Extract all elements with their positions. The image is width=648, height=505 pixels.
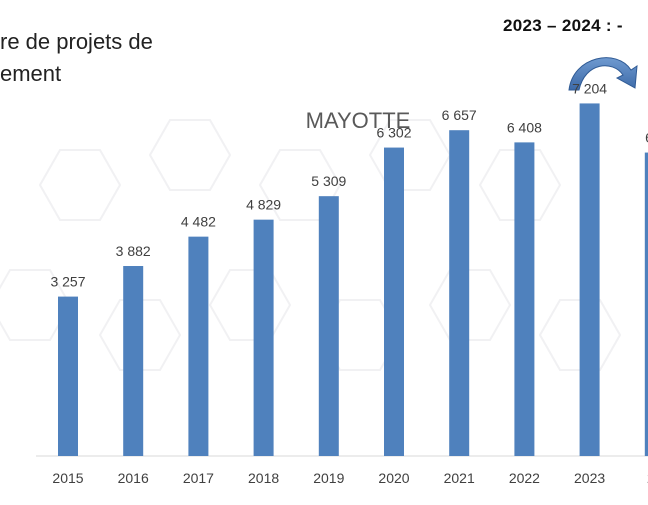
- value-label-20: 6 2: [645, 130, 648, 146]
- value-label-2023: 7 204: [572, 80, 607, 96]
- value-label-2019: 5 309: [311, 173, 346, 189]
- bar-2020: [384, 147, 404, 457]
- value-label-2017: 4 482: [181, 214, 216, 230]
- curved-arrow-icon: [568, 57, 638, 91]
- x-tick-label-2016: 2016: [118, 470, 149, 486]
- slide-title-line-2: ement: [0, 61, 62, 86]
- value-labels-group: 3 257 3 882 4 482 4 829 5 309 6 302 6 657 6 408…: [50, 80, 648, 289]
- value-label-2021: 6 657: [442, 107, 477, 123]
- bar-2019: [318, 196, 339, 456]
- period-heading: 2023 – 2024 : -: [503, 16, 623, 35]
- x-tick-label-2020: 2020: [378, 470, 409, 486]
- x-tick-label-2015: 2015: [52, 470, 83, 486]
- chart-title: MAYOTTE: [306, 108, 411, 133]
- bar-2021: [449, 130, 470, 456]
- bar-2017: [188, 236, 209, 456]
- bars-group: [58, 103, 648, 457]
- x-tick-labels-group: 20152016201720182019202020212022202320: [52, 470, 648, 486]
- x-tick-label-2018: 2018: [248, 470, 279, 486]
- bar-2023: [579, 103, 600, 456]
- bar-2018: [253, 219, 274, 456]
- x-tick-label-2017: 2017: [183, 470, 214, 486]
- slide-title-line-1: re de projets de: [0, 29, 153, 54]
- value-label-2016: 3 882: [116, 243, 151, 259]
- bar-20: [644, 152, 648, 457]
- slide-title: re de projets de ement: [0, 26, 210, 90]
- bar-2015: [58, 296, 78, 456]
- x-tick-label-2023: 2023: [574, 470, 605, 486]
- value-label-2022: 6 408: [507, 119, 542, 135]
- value-label-2015: 3 257: [50, 274, 85, 290]
- value-label-2018: 4 829: [246, 197, 281, 213]
- x-tick-label-2019: 2019: [313, 470, 344, 486]
- x-tick-label-2021: 2021: [444, 470, 475, 486]
- bar-2016: [123, 266, 144, 456]
- x-tick-label-2022: 2022: [509, 470, 540, 486]
- value-label-2020: 6 302: [376, 125, 411, 141]
- bar-2022: [514, 142, 535, 456]
